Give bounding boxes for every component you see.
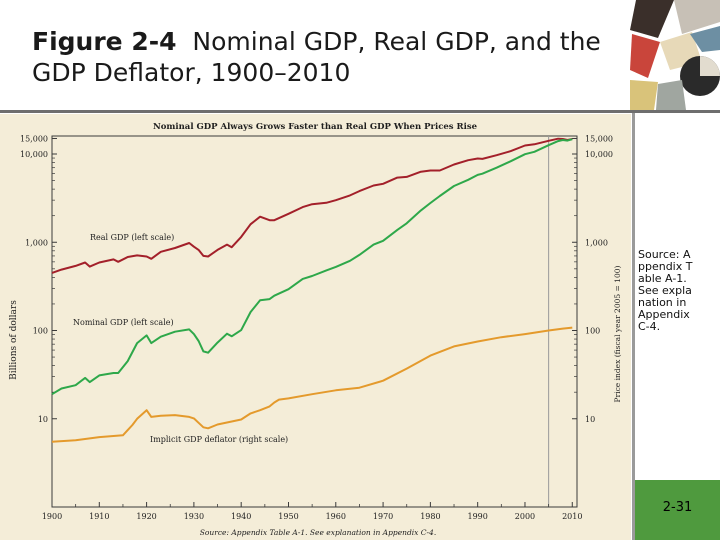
x-tick-label-1980: 1980 bbox=[420, 512, 440, 521]
series-line-1 bbox=[51, 137, 573, 274]
y-tick-label-right: 1,000 bbox=[585, 238, 608, 247]
x-tick-label-2000: 2000 bbox=[515, 512, 535, 521]
y-axis-label-left: Billions of dollars bbox=[9, 300, 19, 380]
page-number: 2-31 bbox=[662, 500, 693, 515]
x-tick-label-1960: 1960 bbox=[326, 512, 346, 521]
series-label-nominal-gdp: Nominal GDP (left scale) bbox=[73, 318, 174, 327]
series-label-deflator: Implicit GDP deflator (right scale) bbox=[150, 435, 288, 444]
x-tick-label-1930: 1930 bbox=[184, 512, 204, 521]
chart-title: Nominal GDP Always Grows Faster than Rea… bbox=[153, 122, 478, 132]
title-divider bbox=[0, 110, 720, 113]
slide-title: Figure 2-4 Nominal GDP, Real GDP, and th… bbox=[32, 26, 612, 88]
y-tick-label-right: 10,000 bbox=[585, 150, 613, 159]
plot-frame bbox=[51, 135, 578, 508]
series-lines bbox=[51, 137, 573, 443]
y-tick-label-right: 10 bbox=[585, 415, 595, 424]
decorative-art bbox=[630, 0, 720, 110]
y-tick-label-left: 10 bbox=[38, 415, 48, 424]
side-divider bbox=[632, 113, 635, 540]
y-tick-label-right: 100 bbox=[585, 327, 600, 336]
series-line-3 bbox=[51, 326, 573, 443]
page-number-box bbox=[635, 480, 720, 540]
x-tick-label-2010: 2010 bbox=[562, 512, 582, 521]
x-tick-label-1910: 1910 bbox=[89, 512, 109, 521]
x-tick-label-1920: 1920 bbox=[136, 512, 156, 521]
figure-number: Figure 2-4 bbox=[32, 27, 177, 56]
y-tick-label-left: 1,000 bbox=[25, 238, 48, 247]
x-tick-label-1990: 1990 bbox=[467, 512, 487, 521]
x-tick-label-1950: 1950 bbox=[278, 512, 298, 521]
chart-source: Source: Appendix Table A-1. See explanat… bbox=[200, 528, 436, 537]
x-tick-label-1900: 1900 bbox=[42, 512, 62, 521]
y-tick-label-right: 15,000 bbox=[585, 134, 613, 143]
axis-frame bbox=[51, 135, 578, 508]
chart-panel: Nominal GDP Always Grows Faster than Rea… bbox=[0, 114, 631, 540]
y-tick-label-left: 15,000 bbox=[20, 134, 48, 143]
gdp-chart: Nominal GDP Always Grows Faster than Rea… bbox=[9, 122, 622, 537]
source-note: Source: Appendix Table A-1. See explanat… bbox=[638, 248, 693, 333]
series-line-2 bbox=[51, 138, 573, 396]
figure-title: Nominal GDP, Real GDP, and the GDP Defla… bbox=[32, 27, 601, 87]
x-tick-label-1940: 1940 bbox=[231, 512, 251, 521]
series-label-real-gdp: Real GDP (left scale) bbox=[90, 233, 174, 242]
y-tick-label-left: 10,000 bbox=[20, 150, 48, 159]
x-tick-label-1970: 1970 bbox=[373, 512, 393, 521]
axis-ticks: 1900 1910 1920 1930 1940 1950 1960 1970 1980 1990… bbox=[20, 134, 613, 521]
y-tick-label-left: 100 bbox=[33, 327, 48, 336]
y-axis-label-right: Price index (fiscal year 2005 = 100) bbox=[613, 265, 622, 402]
